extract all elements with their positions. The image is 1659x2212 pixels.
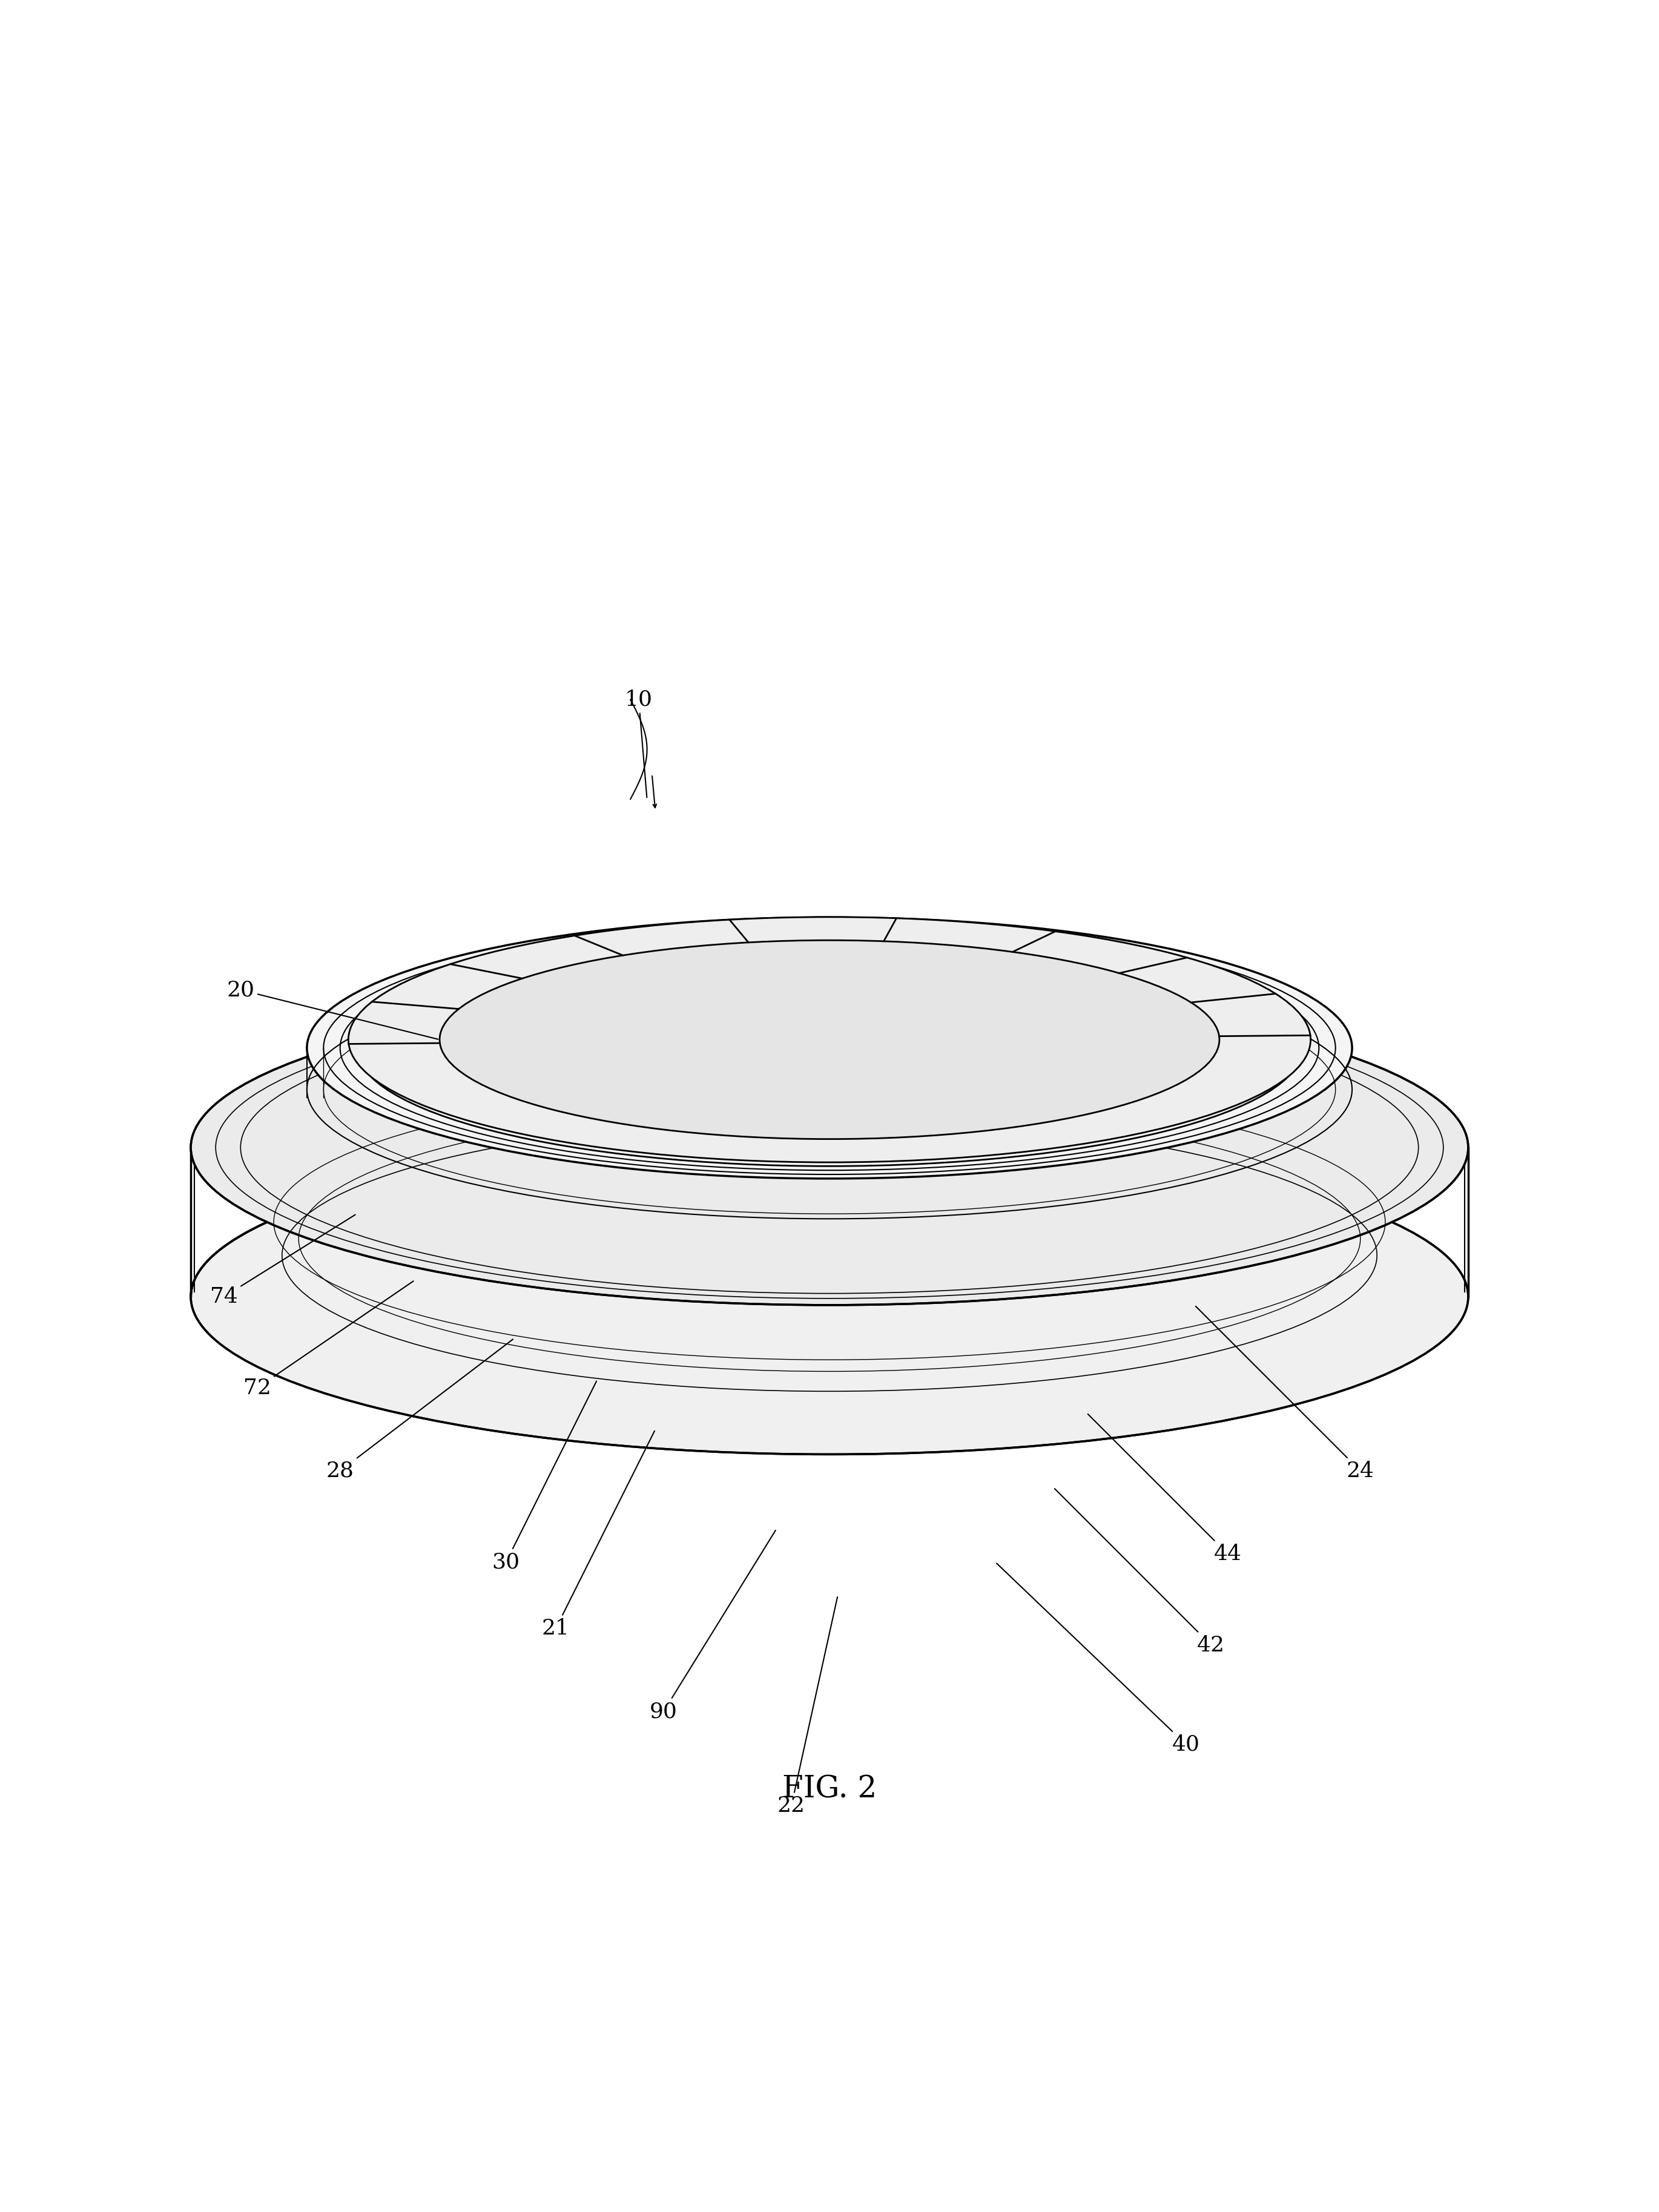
Ellipse shape [556,980,1103,1133]
Ellipse shape [191,1139,1468,1453]
Ellipse shape [440,942,1219,1137]
Text: 72: 72 [244,1281,413,1398]
Polygon shape [662,987,1044,1042]
Text: 30: 30 [493,1380,597,1573]
Text: 44: 44 [1088,1413,1241,1564]
Polygon shape [830,1029,1075,1126]
Ellipse shape [307,918,1352,1179]
Text: 21: 21 [542,1431,655,1639]
Text: 24: 24 [1196,1307,1374,1482]
Text: 74: 74 [211,1214,355,1307]
Ellipse shape [788,1044,871,1068]
Ellipse shape [348,918,1311,1161]
Ellipse shape [465,949,1194,1130]
Text: 90: 90 [650,1531,775,1721]
Text: 20: 20 [227,980,438,1040]
Text: FIG. 2: FIG. 2 [781,1774,878,1805]
Text: 10: 10 [625,690,652,799]
Text: 42: 42 [1055,1489,1224,1655]
Text: 40: 40 [997,1564,1199,1754]
Text: 22: 22 [778,1597,838,1816]
Ellipse shape [191,991,1468,1305]
Polygon shape [584,1022,859,1121]
Ellipse shape [440,940,1219,1139]
Text: 28: 28 [327,1338,513,1482]
